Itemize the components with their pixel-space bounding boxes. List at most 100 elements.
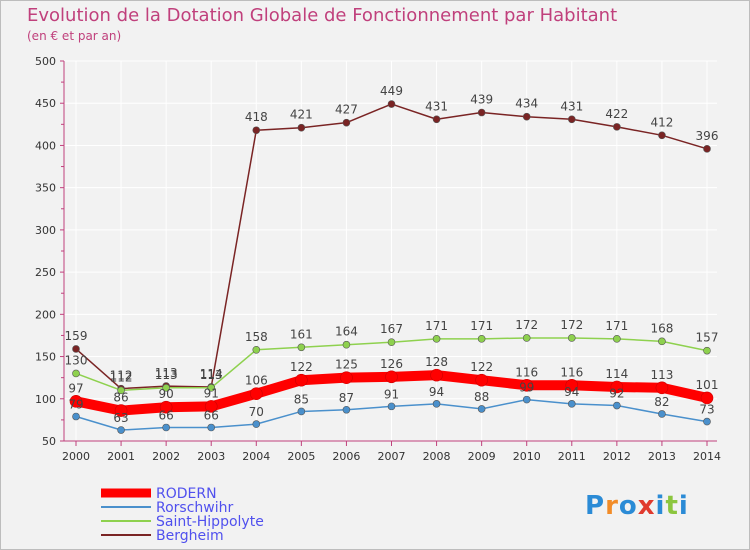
- x-tick-label: 2005: [287, 450, 315, 463]
- x-tick-label: 2007: [378, 450, 406, 463]
- data-label-rorschwihr: 73: [699, 403, 714, 417]
- legend-label-bergheim: Bergheim: [156, 528, 224, 544]
- chart-subtitle: (en € et par an): [27, 29, 122, 43]
- data-label-saint-hippolyte: 172: [560, 318, 583, 332]
- x-tick-label: 2011: [558, 450, 586, 463]
- x-tick-label: 2006: [332, 450, 360, 463]
- data-point-rorschwihr: [567, 400, 576, 408]
- data-point-rodern: [249, 387, 263, 401]
- data-point-rodern: [69, 395, 83, 408]
- data-point-saint-hippolyte: [703, 346, 711, 355]
- data-label-rodern: 113: [650, 368, 673, 382]
- data-point-saint-hippolyte: [207, 383, 216, 392]
- data-point-saint-hippolyte: [117, 386, 125, 395]
- data-label-rodern: 90: [159, 387, 174, 401]
- data-point-saint-hippolyte: [432, 335, 441, 343]
- data-point-bergheim: [477, 108, 486, 117]
- data-label-rodern: 91: [204, 386, 219, 400]
- data-point-rodern: [475, 373, 488, 387]
- data-point-saint-hippolyte: [522, 334, 531, 342]
- data-label-bergheim: 396: [696, 129, 719, 143]
- y-tick-label: 350: [35, 182, 56, 195]
- data-label-bergheim: 431: [425, 99, 448, 113]
- data-point-bergheim: [432, 115, 441, 124]
- data-point-rodern: [520, 378, 534, 392]
- data-point-bergheim: [567, 115, 576, 124]
- data-point-rorschwihr: [207, 423, 216, 432]
- x-tick-label: 2004: [242, 450, 270, 463]
- data-label-rodern: 122: [470, 360, 493, 374]
- data-point-bergheim: [297, 123, 306, 132]
- data-label-saint-hippolyte: 161: [290, 327, 313, 341]
- data-point-bergheim: [522, 112, 531, 121]
- y-tick-label: 450: [35, 97, 56, 110]
- data-point-bergheim: [613, 123, 621, 131]
- data-point-saint-hippolyte: [342, 340, 351, 349]
- data-point-rodern: [295, 373, 308, 387]
- data-point-saint-hippolyte: [477, 335, 486, 343]
- data-point-rorschwihr: [477, 405, 486, 413]
- data-point-bergheim: [252, 126, 261, 135]
- data-label-rorschwihr: 66: [159, 408, 174, 422]
- data-point-saint-hippolyte: [658, 337, 666, 346]
- data-point-saint-hippolyte: [252, 345, 261, 354]
- data-label-rorschwihr: 99: [519, 381, 534, 395]
- y-tick-label: 150: [35, 351, 56, 364]
- data-label-saint-hippolyte: 130: [65, 353, 88, 367]
- data-label-rodern: 101: [696, 378, 719, 392]
- data-point-rorschwihr: [342, 405, 351, 414]
- data-point-rorschwihr: [658, 410, 666, 418]
- data-label-rorschwihr: 88: [474, 390, 489, 404]
- data-label-saint-hippolyte: 113: [155, 368, 178, 382]
- data-label-rorschwihr: 82: [654, 395, 669, 409]
- x-tick-label: 2000: [62, 450, 90, 463]
- data-point-bergheim: [387, 100, 396, 108]
- data-point-rorschwihr: [703, 417, 711, 426]
- data-label-bergheim: 449: [380, 84, 403, 98]
- data-label-saint-hippolyte: 158: [245, 330, 268, 344]
- y-tick-label: 50: [42, 435, 56, 448]
- y-tick-label: 500: [35, 55, 56, 68]
- data-point-rodern: [114, 404, 128, 417]
- y-tick-label: 100: [35, 393, 56, 406]
- data-label-rodern: 116: [515, 365, 538, 379]
- data-point-bergheim: [342, 118, 351, 127]
- data-point-bergheim: [703, 145, 711, 153]
- data-point-rodern: [204, 400, 218, 413]
- x-tick-label: 2014: [693, 450, 721, 463]
- data-label-bergheim: 422: [605, 107, 628, 121]
- data-point-saint-hippolyte: [387, 338, 396, 347]
- data-point-rodern: [159, 400, 173, 414]
- data-point-bergheim: [658, 131, 666, 140]
- data-point-rodern: [340, 371, 353, 384]
- data-point-saint-hippolyte: [567, 334, 576, 342]
- y-tick-label: 200: [35, 308, 56, 321]
- data-label-bergheim: 412: [650, 115, 673, 129]
- data-label-rodern: 122: [290, 360, 313, 374]
- legend-label-rorschwihr: Rorschwihr: [156, 500, 233, 516]
- data-point-saint-hippolyte: [72, 369, 80, 378]
- data-point-rodern: [610, 380, 624, 394]
- data-label-saint-hippolyte: 171: [605, 319, 628, 333]
- data-point-rodern: [700, 391, 714, 405]
- data-point-rorschwihr: [613, 401, 621, 410]
- data-label-saint-hippolyte: 171: [425, 319, 448, 333]
- data-point-rorschwihr: [252, 420, 261, 428]
- data-point-rodern: [385, 370, 398, 384]
- chart-title: Evolution de la Dotation Globale de Fonc…: [27, 5, 618, 26]
- data-label-rorschwihr: 87: [339, 391, 354, 405]
- x-tick-label: 2001: [107, 450, 135, 463]
- data-label-rorschwihr: 94: [564, 385, 579, 399]
- data-label-bergheim: 439: [470, 93, 493, 107]
- data-point-rorschwihr: [72, 412, 80, 421]
- y-tick-label: 400: [35, 139, 56, 152]
- data-point-rodern: [655, 381, 669, 395]
- data-label-saint-hippolyte: 164: [335, 325, 358, 339]
- data-point-saint-hippolyte: [613, 335, 621, 343]
- data-point-rodern: [565, 378, 579, 392]
- data-label-rodern: 97: [68, 381, 83, 395]
- data-label-rorschwihr: 79: [68, 398, 83, 412]
- data-point-rodern: [430, 368, 443, 382]
- data-point-rorschwihr: [522, 395, 531, 404]
